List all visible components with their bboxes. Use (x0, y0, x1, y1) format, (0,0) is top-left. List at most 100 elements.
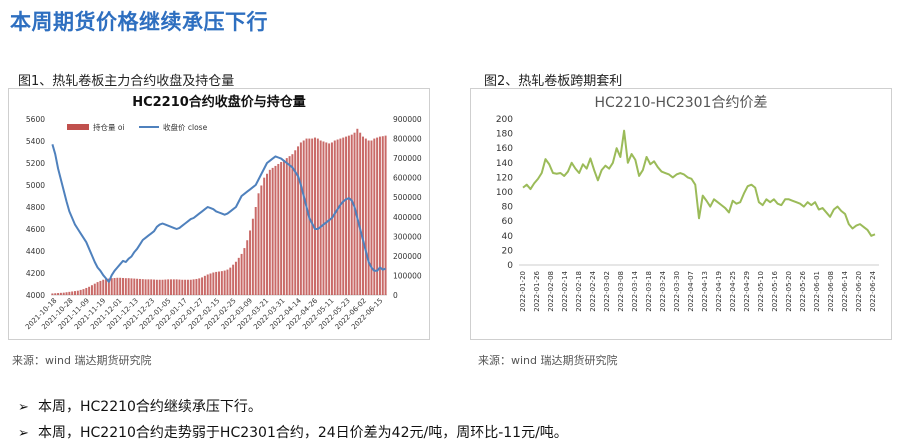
chart1-oi-bar (302, 140, 305, 295)
chart1-oi-bar (274, 165, 277, 295)
chart1-oi-bar (268, 169, 271, 295)
chart1-oi-bar (282, 160, 285, 295)
chart1-oi-bar (234, 261, 237, 295)
chart1-oi-bar (220, 271, 223, 295)
chart1-oi-bar (319, 140, 322, 295)
chart1-oi-bar (136, 278, 139, 295)
chart2-ytick: 0 (507, 261, 513, 271)
chart1-oi-bar (384, 135, 387, 295)
chart2-ytick: 180 (496, 130, 513, 140)
chart1-oi-bar (65, 292, 68, 295)
chart1-oi-bar (285, 158, 288, 295)
chart2-xtick: 2022-03-02 (603, 271, 611, 312)
figure1-caption: 图1、热轧卷板主力合约收盘及持仓量 (18, 74, 235, 89)
bullet-text-2: 本周，HC2210合约走势弱于HC2301合约，24日价差为42元/吨，周环比-… (38, 425, 568, 441)
chart1-oi-bar (229, 267, 232, 295)
chart1-oi-bar (305, 138, 308, 295)
chart1-oi-bar (277, 163, 280, 295)
chart2-xtick: 2022-04-19 (715, 271, 723, 312)
chart1-oi-bar (116, 277, 119, 295)
chart1-title: HC2210合约收盘价与持仓量 (132, 94, 306, 110)
chart1-oi-bar (127, 278, 130, 295)
chart2-xtick: 2022-01-20 (519, 271, 527, 312)
chart1-oi-bar (107, 278, 110, 295)
chart2-xtick: 2022-02-24 (589, 270, 597, 311)
chart1-oi-bar (370, 140, 373, 295)
chart1-oi-bar (294, 150, 297, 295)
chart1-oi-bar (280, 162, 283, 295)
chart2-ytick: 200 (496, 115, 513, 125)
chart1-oi-bar (243, 248, 246, 295)
chart1-oi-bar (141, 279, 144, 295)
chart2-xtick: 2022-06-14 (841, 270, 849, 311)
chart1-oi-bar (249, 230, 252, 295)
chart1-oi-bar (161, 279, 164, 295)
figure2-caption: 图2、热轧卷板跨期套利 (484, 74, 623, 89)
chart1-oi-bar (347, 135, 350, 295)
chart1-ytick-right: 200000 (393, 252, 422, 261)
chart2-xtick: 2022-06-01 (813, 271, 821, 312)
chart1-oi-bar (237, 257, 240, 295)
chart1-oi-bar (192, 279, 195, 295)
legend-oi-swatch (67, 124, 89, 130)
chart1-oi-bar (122, 277, 124, 295)
chart1-oi-bar (373, 138, 376, 295)
chart2-ytick: 60 (502, 217, 514, 227)
chart1-oi-bar (257, 193, 260, 295)
chart1-oi-bar (133, 278, 136, 295)
chart1-oi-bar (178, 279, 181, 295)
chart1-oi-bar (240, 253, 243, 295)
chart1-oi-bar (181, 279, 184, 295)
chart1-oi-bar (110, 278, 113, 295)
chart1-ytick-left: 5000 (26, 181, 45, 190)
chart2-xtick: 2022-05-20 (785, 271, 793, 312)
chart1-oi-bar (342, 137, 345, 295)
bullet-item-2: ➢ 本周，HC2210合约走势弱于HC2301合约，24日价差为42元/吨，周环比… (18, 422, 568, 442)
chart1-oi-bar (96, 282, 99, 295)
chart2-xtick: 2022-06-20 (855, 271, 863, 312)
chart1-oi-bar (381, 136, 384, 295)
chart1-oi-bar (68, 291, 71, 295)
arrow-bullet-icon: ➢ (18, 400, 29, 415)
chart1-ytick-right: 400000 (393, 213, 422, 222)
chart1-oi-bar (299, 142, 302, 295)
chart2-xtick: 2022-03-14 (631, 270, 639, 311)
chart1-oi-bar (325, 142, 328, 295)
chart1-oi-bar (339, 138, 342, 295)
chart1-oi-bar (90, 285, 93, 295)
chart1-oi-bar (105, 278, 108, 295)
bullet-item-1: ➢ 本周，HC2210合约继续承压下行。 (18, 396, 262, 416)
chart1-oi-bar (246, 240, 249, 295)
chart2-xtick: 2022-05-26 (799, 270, 807, 311)
chart1-oi-bar (251, 218, 254, 295)
chart1-ytick-left: 4000 (26, 291, 45, 300)
chart1-oi-bar (59, 292, 62, 295)
chart2-xtick: 2022-02-08 (547, 271, 555, 312)
chart1-ytick-left: 4600 (26, 225, 45, 234)
chart1-oi-bar (144, 279, 147, 295)
chart1-oi-bar (51, 293, 54, 295)
chart2-xtick: 2022-02-18 (575, 271, 583, 312)
source-note-1: 来源：wind 瑞达期货研究院 (12, 354, 152, 367)
chart1-oi-bar (195, 278, 198, 295)
chart2-xtick: 2022-04-25 (729, 271, 737, 312)
chart1-oi-bar (124, 278, 127, 295)
chart1-close-line (51, 144, 386, 283)
chart1-oi-bar (138, 278, 141, 295)
chart2-ytick: 80 (502, 203, 514, 213)
arrow-bullet-icon: ➢ (18, 426, 29, 441)
chart2-ytick: 40 (502, 232, 514, 242)
chart1-oi-bar (71, 291, 74, 295)
chart1-oi-bar (345, 136, 348, 295)
chart1-oi-bar (198, 278, 201, 295)
chart2-panel: HC2210-HC2301合约价差 0 20 40 60 80 100 120 140 160 18… (470, 88, 892, 340)
chart1-oi-bar (155, 279, 158, 295)
chart1-ytick-right: 800000 (393, 135, 422, 144)
chart2-ytick: 100 (496, 188, 513, 198)
chart1-oi-bar (158, 279, 161, 295)
chart1-ytick-right: 100000 (393, 271, 422, 280)
chart1-oi-bar (99, 280, 102, 295)
chart1-oi-bar (333, 140, 336, 295)
chart1-oi-bar (271, 167, 274, 295)
